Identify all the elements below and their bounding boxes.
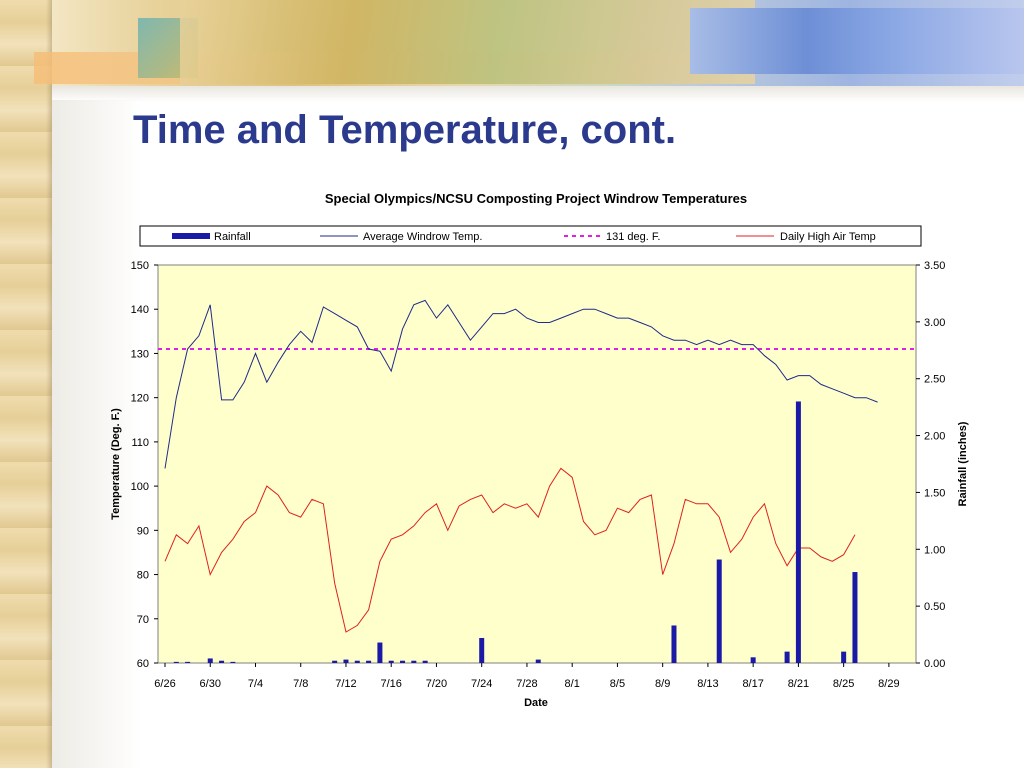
legend-label-4: Daily High Air Temp <box>780 231 876 243</box>
x-tick-label: 8/21 <box>788 678 809 690</box>
x-tick-label: 8/5 <box>610 678 625 690</box>
x-tick-label: 7/24 <box>471 678 492 690</box>
rainfall-bar <box>332 660 338 663</box>
banner-photo-leaves <box>180 0 755 84</box>
legend-label-2: Average Windrow Temp. <box>363 231 482 243</box>
rainfall-bar <box>400 660 406 663</box>
y2-tick-label: 0.50 <box>924 601 945 613</box>
rainfall-bar <box>343 659 349 663</box>
y2-tick-label: 1.50 <box>924 487 945 499</box>
slide-title: Time and Temperature, cont. <box>133 108 677 152</box>
rainfall-bar <box>841 651 847 663</box>
y-tick-label: 80 <box>137 570 149 582</box>
rainfall-bar <box>388 660 394 663</box>
x-tick-label: 7/20 <box>426 678 447 690</box>
legend-box <box>139 225 922 247</box>
y2-tick-label: 2.00 <box>924 431 945 443</box>
x-tick-label: 7/4 <box>248 678 263 690</box>
rainfall-bar <box>852 572 858 663</box>
chart-title: Special Olympics/NCSU Composting Project… <box>325 191 747 206</box>
plot-area <box>157 264 917 664</box>
rainfall-bar <box>422 660 428 663</box>
x-tick-label: 8/9 <box>655 678 670 690</box>
rainfall-bar <box>207 658 213 663</box>
rainfall-bar <box>173 661 179 663</box>
y-tick-label: 70 <box>137 614 149 626</box>
y-tick-label: 110 <box>131 437 149 449</box>
rainfall-bar <box>366 660 372 663</box>
y-tick-label: 120 <box>131 393 149 405</box>
x-tick-label: 7/16 <box>381 678 402 690</box>
rainfall-bar <box>354 660 360 663</box>
legend-swatch-1 <box>172 233 210 239</box>
x-tick-label: 7/8 <box>293 678 308 690</box>
left-decor-strip <box>0 0 52 768</box>
y2-axis-label: Rainfall (inches) <box>957 421 969 506</box>
x-tick-label: 8/17 <box>742 678 763 690</box>
y2-tick-label: 1.00 <box>924 544 945 556</box>
content-shade <box>52 100 142 768</box>
y2-tick-label: 0.00 <box>924 658 945 670</box>
y-tick-label: 90 <box>137 525 149 537</box>
rainfall-bar <box>784 651 790 663</box>
rainfall-bar <box>219 660 225 663</box>
x-tick-label: 6/26 <box>154 678 175 690</box>
banner-shadow <box>52 86 1024 102</box>
y-axis-label: Temperature (Deg. F.) <box>110 408 122 520</box>
y-tick-label: 140 <box>131 304 149 316</box>
rainfall-bar <box>411 660 417 663</box>
rainfall-bar <box>795 401 801 663</box>
y2-tick-label: 3.00 <box>924 317 945 329</box>
rainfall-bar <box>716 559 722 663</box>
x-tick-label: 8/13 <box>697 678 718 690</box>
avg-windrow-line <box>164 299 878 469</box>
y-tick-label: 150 <box>131 260 149 272</box>
rainfall-bar <box>750 657 756 663</box>
rainfall-bar <box>535 659 541 663</box>
y-tick-label: 100 <box>131 481 149 493</box>
x-tick-label: 7/28 <box>516 678 537 690</box>
legend-label-1: Rainfall <box>214 231 251 243</box>
x-tick-label: 8/29 <box>878 678 899 690</box>
rainfall-bar <box>671 625 677 663</box>
rainfall-bar <box>185 661 191 663</box>
rainfall-bar <box>377 642 383 663</box>
air-temp-line <box>164 467 856 633</box>
y-tick-label: 60 <box>137 658 149 670</box>
x-axis-label: Date <box>524 697 548 709</box>
x-tick-label: 7/12 <box>335 678 356 690</box>
y2-tick-label: 2.50 <box>924 374 945 386</box>
rainfall-bar <box>479 637 485 663</box>
rainfall-bar <box>230 661 236 663</box>
y2-tick-label: 3.50 <box>924 260 945 272</box>
banner-photo-blue <box>690 8 1024 74</box>
x-tick-label: 6/30 <box>200 678 221 690</box>
y-tick-label: 130 <box>131 348 149 360</box>
x-tick-label: 8/1 <box>565 678 580 690</box>
x-tick-label: 8/25 <box>833 678 854 690</box>
legend-label-3: 131 deg. F. <box>606 231 660 243</box>
